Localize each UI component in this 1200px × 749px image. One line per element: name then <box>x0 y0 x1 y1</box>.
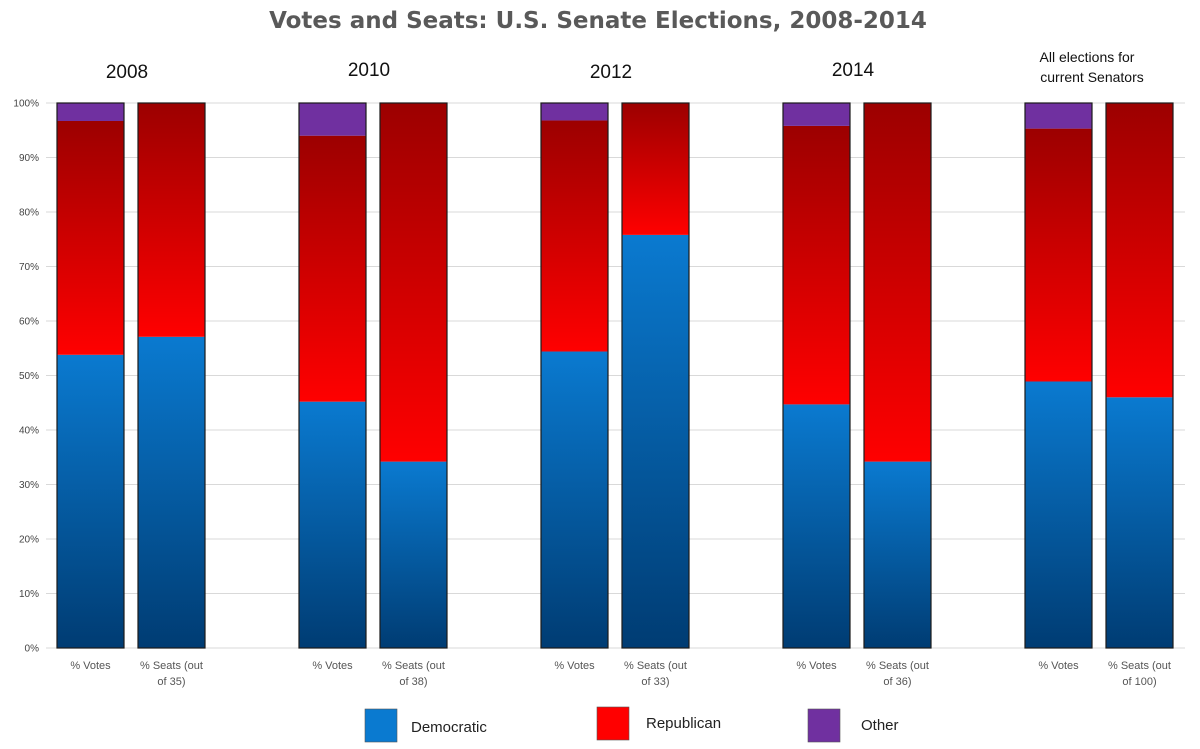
group-label: All elections for <box>1040 49 1135 65</box>
category-label: % Seats (out <box>624 660 687 672</box>
other-segment <box>299 103 366 136</box>
bar-outline <box>379 102 448 649</box>
legend: Democratic Republican Other <box>364 706 899 743</box>
democratic-segment <box>541 351 608 648</box>
other-segment <box>541 103 608 121</box>
category-label: % Seats (out <box>866 660 929 672</box>
bar-outline <box>1105 102 1174 649</box>
bar-outline <box>621 102 690 649</box>
legend-swatch <box>807 708 841 743</box>
y-tick-label: 50% <box>19 371 39 382</box>
democratic-segment <box>1025 381 1092 648</box>
democratic-segment <box>622 234 689 648</box>
bar-outline <box>863 102 932 649</box>
other-segment <box>1025 103 1092 129</box>
category-label: % Votes <box>1038 660 1079 672</box>
legend-label: Other <box>861 717 899 734</box>
legend-swatch <box>364 708 398 743</box>
y-tick-label: 10% <box>19 589 39 600</box>
democratic-segment <box>57 354 124 648</box>
gridlines <box>46 102 1185 649</box>
republican-segment <box>541 120 608 352</box>
category-label: of 100) <box>1122 676 1156 688</box>
republican-segment <box>864 103 931 462</box>
democratic-segment <box>380 461 447 648</box>
republican-segment <box>1025 128 1092 382</box>
republican-segment <box>299 135 366 402</box>
y-tick-label: 70% <box>19 262 39 273</box>
republican-segment <box>783 125 850 405</box>
bar-outline <box>298 102 367 649</box>
republican-segment <box>380 103 447 462</box>
y-tick-label: 60% <box>19 317 39 328</box>
bar-outline <box>56 102 125 649</box>
group-label: 2008 <box>106 62 148 83</box>
category-label: % Seats (out <box>1108 660 1171 672</box>
group-labels: 2008 2010 2012 2014 All elections for current… <box>106 49 1144 85</box>
democratic-segment <box>864 461 931 648</box>
y-tick-label: 100% <box>13 99 39 110</box>
other-segment <box>57 103 124 121</box>
bar-outline <box>1024 102 1093 649</box>
y-tick-label: 20% <box>19 535 39 546</box>
bar-outline <box>137 102 206 649</box>
bar-outline <box>540 102 609 649</box>
category-label: of 33) <box>641 676 669 688</box>
category-label: % Seats (out <box>140 660 203 672</box>
group-label: 2012 <box>590 62 632 83</box>
category-label: % Votes <box>70 660 111 672</box>
democratic-segment <box>138 336 205 648</box>
y-tick-label: 30% <box>19 480 39 491</box>
category-label: of 36) <box>883 676 911 688</box>
y-tick-label: 90% <box>19 153 39 164</box>
legend-label: Democratic <box>411 719 487 736</box>
other-segment <box>783 103 850 126</box>
y-axis-ticks: 0% 10% 20% 30% 40% 50% 60% 70% 80% 90% 100% <box>13 99 39 655</box>
category-label: % Seats (out <box>382 660 445 672</box>
republican-segment <box>1106 103 1173 398</box>
republican-segment <box>622 103 689 235</box>
legend-label: Republican <box>646 715 721 732</box>
democratic-segment <box>783 404 850 648</box>
chart-title: Votes and Seats: U.S. Senate Elections, … <box>269 8 927 34</box>
bars <box>56 102 1174 649</box>
group-label: 2014 <box>832 60 875 81</box>
republican-segment <box>57 120 124 355</box>
bar-outline <box>782 102 851 649</box>
legend-swatch <box>596 706 630 741</box>
republican-segment <box>138 103 205 337</box>
category-label: % Votes <box>554 660 595 672</box>
y-tick-label: 40% <box>19 426 39 437</box>
y-tick-label: 0% <box>25 644 40 655</box>
category-label: % Votes <box>312 660 353 672</box>
group-label: 2010 <box>348 60 390 81</box>
y-tick-label: 80% <box>19 208 39 219</box>
democratic-segment <box>1106 397 1173 648</box>
category-label: of 38) <box>399 676 427 688</box>
category-labels: % Votes % Seats (out of 35) % Votes % Seats … <box>70 660 1171 688</box>
democratic-segment <box>299 401 366 648</box>
category-label: % Votes <box>796 660 837 672</box>
category-label: of 35) <box>157 676 185 688</box>
group-label: current Senators <box>1040 69 1144 85</box>
